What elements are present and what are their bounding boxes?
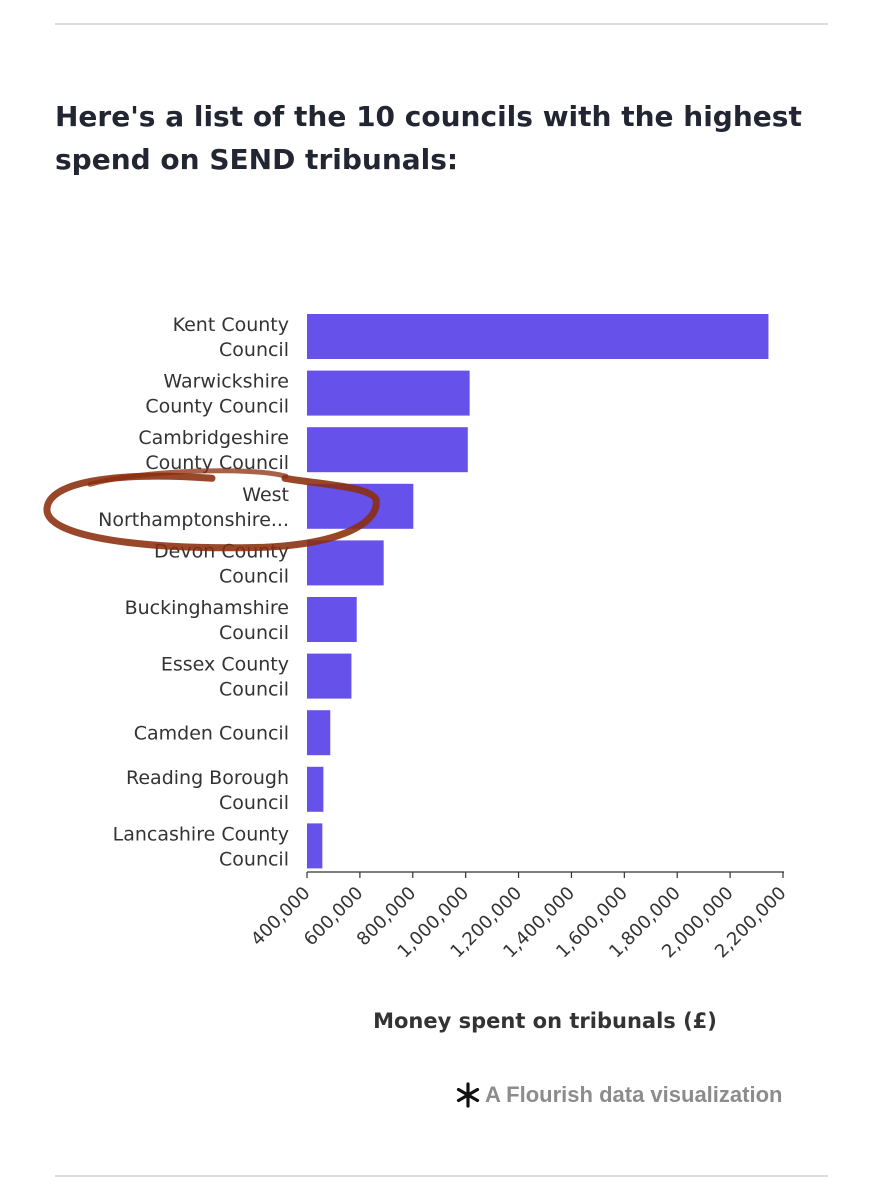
page-title: Here's a list of the 10 councils with th…: [55, 100, 802, 176]
x-axis-title: Money spent on tribunals (£): [373, 1009, 717, 1033]
category-label: Camden Council: [134, 723, 289, 745]
bar: [307, 314, 769, 359]
annotation-circle-overlap: [87, 468, 289, 487]
bar: [307, 766, 324, 812]
category-label: Buckinghamshire Council: [125, 597, 289, 644]
bar: [307, 597, 357, 642]
category-label: Essex County Council: [161, 654, 289, 701]
category-label: Kent County Council: [173, 314, 289, 361]
bar: [307, 427, 468, 473]
bar: [307, 710, 331, 756]
bar: [307, 653, 352, 699]
category-label: Warwickshire County Council: [145, 371, 289, 418]
category-label: West Northamptonshire...: [98, 484, 289, 531]
top-divider: [55, 23, 828, 25]
flourish-credit[interactable]: A Flourish data visualization: [455, 1080, 782, 1110]
bottom-divider: [55, 1175, 828, 1177]
bar: [307, 540, 384, 586]
bar: [307, 823, 323, 869]
bar: [307, 370, 470, 416]
asterisk-icon: [456, 1082, 480, 1108]
annotation-circle: [43, 472, 380, 552]
category-label: Cambridgeshire County Council: [138, 427, 289, 474]
category-label: Reading Borough Council: [126, 767, 289, 814]
category-label: Lancashire County Council: [113, 823, 289, 870]
credit-text: A Flourish data visualization: [485, 1082, 783, 1107]
